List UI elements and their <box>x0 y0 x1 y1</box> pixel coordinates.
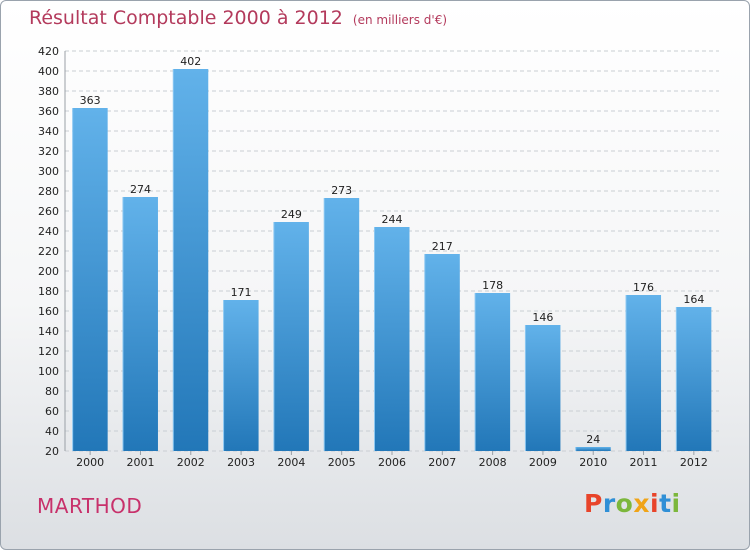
logo-letter: x <box>633 489 650 518</box>
data-label: 217 <box>432 240 453 253</box>
commune-name: MARTHOD <box>37 494 143 518</box>
data-label: 402 <box>180 55 201 68</box>
x-tick-label: 2005 <box>328 456 356 469</box>
y-tick-label: 320 <box>38 145 59 158</box>
y-tick-label: 240 <box>38 225 59 238</box>
y-tick-label: 100 <box>38 365 59 378</box>
data-label: 274 <box>130 183 151 196</box>
y-tick-label: 140 <box>38 325 59 338</box>
x-tick-label: 2003 <box>227 456 255 469</box>
y-tick-label: 260 <box>38 205 59 218</box>
y-tick-label: 400 <box>38 65 59 78</box>
y-tick-label: 420 <box>38 45 59 58</box>
data-label: 24 <box>586 433 600 446</box>
y-axis-ticks: 20 40 60 80 100 120 140 160 180 200 220 240 260 280 30… <box>38 45 59 458</box>
chart-title-text: Résultat Comptable 2000 à 2012 <box>29 7 343 29</box>
bar <box>72 108 108 451</box>
logo-letter: i <box>650 489 660 518</box>
y-tick-label: 20 <box>45 445 59 458</box>
y-tick-label: 120 <box>38 345 59 358</box>
y-tick-label: 80 <box>45 385 59 398</box>
bar <box>424 254 460 451</box>
bar <box>525 325 561 451</box>
data-label: 176 <box>633 281 654 294</box>
data-label: 244 <box>382 213 403 226</box>
data-label: 164 <box>683 293 704 306</box>
x-tick-label: 2010 <box>579 456 607 469</box>
x-tick-label: 2000 <box>76 456 104 469</box>
x-tick-label: 2004 <box>277 456 305 469</box>
proxiti-logo: Proxiti <box>584 489 681 518</box>
y-tick-label: 200 <box>38 265 59 278</box>
bar <box>173 69 209 451</box>
data-label: 249 <box>281 208 302 221</box>
x-tick-label: 2008 <box>479 456 507 469</box>
x-tick-label: 2006 <box>378 456 406 469</box>
bar <box>223 300 259 451</box>
x-tick-label: 2001 <box>126 456 154 469</box>
bar <box>374 227 410 451</box>
y-tick-label: 160 <box>38 305 59 318</box>
data-label: 363 <box>80 94 101 107</box>
bars <box>72 69 712 451</box>
bar <box>273 222 309 451</box>
x-tick-label: 2002 <box>177 456 205 469</box>
y-tick-label: 180 <box>38 285 59 298</box>
data-label: 178 <box>482 279 503 292</box>
data-label: 146 <box>532 311 553 324</box>
bar <box>324 198 360 451</box>
data-labels: 363 274 402 171 249 273 244 217 178 146 24 176 164 <box>80 55 705 446</box>
logo-letter: t <box>659 489 672 518</box>
y-tick-label: 60 <box>45 405 59 418</box>
bar <box>626 295 662 451</box>
logo-letter: r <box>602 489 616 518</box>
bar <box>475 293 511 451</box>
y-tick-label: 40 <box>45 425 59 438</box>
x-tick-label: 2007 <box>428 456 456 469</box>
bar <box>122 197 158 451</box>
bar <box>676 307 712 451</box>
data-label: 171 <box>231 286 252 299</box>
y-tick-label: 340 <box>38 125 59 138</box>
chart-unit-note: (en milliers d'€) <box>352 13 448 27</box>
y-tick-label: 220 <box>38 245 59 258</box>
bar <box>575 447 611 451</box>
data-label: 273 <box>331 184 352 197</box>
x-tick-label: 2011 <box>630 456 658 469</box>
y-tick-label: 360 <box>38 105 59 118</box>
x-tick-label: 2009 <box>529 456 557 469</box>
chart-title: Résultat Comptable 2000 à 2012 (en millie… <box>29 7 447 29</box>
y-tick-label: 380 <box>38 85 59 98</box>
x-axis-ticks: 2000 2001 2002 2003 2004 2005 2006 2007 2008 2009… <box>76 451 708 469</box>
logo-letter: o <box>615 489 634 518</box>
y-tick-label: 280 <box>38 185 59 198</box>
logo-letter: i <box>671 489 681 518</box>
y-tick-label: 300 <box>38 165 59 178</box>
logo-letter: P <box>584 489 603 518</box>
x-tick-label: 2012 <box>680 456 708 469</box>
